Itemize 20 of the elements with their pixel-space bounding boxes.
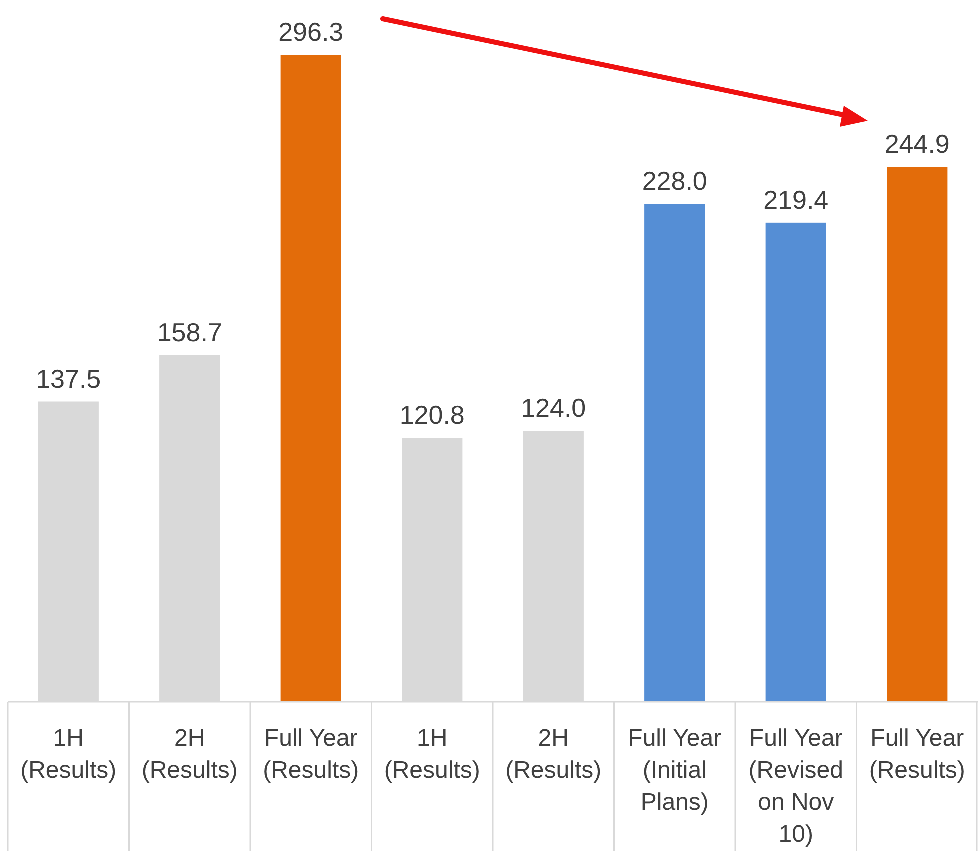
x-tick-label: Full Year (Revised on Nov 10) xyxy=(748,725,844,848)
bar xyxy=(887,167,948,702)
data-label: 219.4 xyxy=(764,184,829,215)
data-label: 120.8 xyxy=(400,400,465,430)
data-label: 228.0 xyxy=(642,166,708,196)
data-label: 244.9 xyxy=(884,129,950,160)
data-label: 124.0 xyxy=(521,393,586,424)
bar xyxy=(280,55,342,702)
x-tick-label: 1H (Results) xyxy=(20,725,117,784)
x-tick-label: 1H (Results) xyxy=(384,725,480,784)
data-label: 296.3 xyxy=(278,17,344,47)
x-tick-label: Full Year (Results) xyxy=(869,725,966,784)
bar xyxy=(644,204,706,702)
data-label: 158.7 xyxy=(157,317,222,348)
x-tick-label: Full Year (Initial Plans) xyxy=(628,725,722,816)
data-label: 137.5 xyxy=(36,364,102,394)
bar xyxy=(766,222,826,702)
x-tick-label: 2H (Results) xyxy=(506,725,602,784)
x-tick-label: 2H (Results) xyxy=(142,725,238,784)
x-tick-label: Full Year (Results) xyxy=(263,725,360,784)
